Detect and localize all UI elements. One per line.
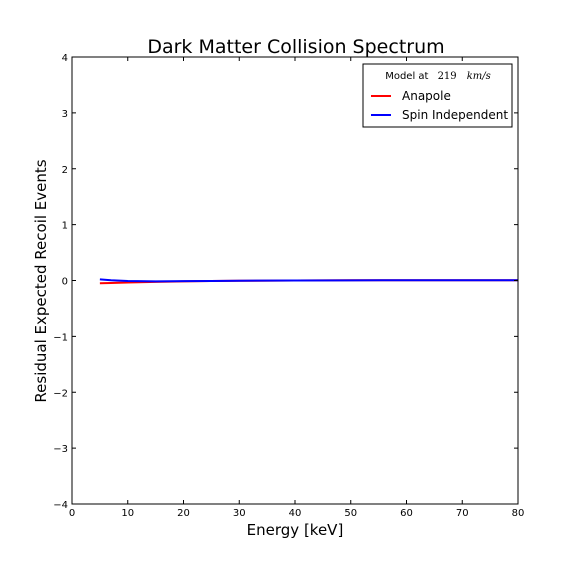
y-tick-label: −3 <box>53 444 68 455</box>
y-tick-label: 4 <box>62 53 68 64</box>
series-layer <box>99 278 518 285</box>
legend-title-unit: km/s <box>467 71 491 82</box>
y-axis-label: Residual Expected Recoil Events <box>32 159 50 402</box>
y-tick-label: 1 <box>62 221 68 232</box>
x-tick-label: 70 <box>456 508 469 519</box>
x-tick-label: 50 <box>344 508 357 519</box>
x-tick-label: 30 <box>233 508 246 519</box>
x-tick-label: 0 <box>69 508 75 519</box>
legend-title-value: 219 <box>438 71 457 82</box>
legend-title: Model at 219 km/s <box>385 64 491 83</box>
legend-label-anapole: Anapole <box>402 89 451 103</box>
series-line-spin-independent <box>99 278 518 283</box>
legend-title-prefix: Model at <box>385 71 428 82</box>
y-tick-label: 3 <box>62 109 68 120</box>
x-tick-label: 40 <box>289 508 302 519</box>
y-tick-label: −4 <box>53 500 68 511</box>
x-tick-label: 80 <box>512 508 525 519</box>
y-tick-label: −2 <box>53 388 68 399</box>
y-tick-label: 2 <box>62 165 68 176</box>
legend: Model at 219 km/s Anapole Spin Independe… <box>362 63 513 128</box>
y-tick-label: 0 <box>62 277 68 288</box>
x-tick-label: 10 <box>121 508 134 519</box>
x-tick-label: 60 <box>400 508 413 519</box>
x-tick-label: 20 <box>177 508 190 519</box>
chart-title: Dark Matter Collision Spectrum <box>147 36 444 58</box>
x-axis-label: Energy [keV] <box>247 521 344 539</box>
legend-label-spin-independent: Spin Independent <box>402 108 508 122</box>
y-tick-label: −1 <box>53 332 68 343</box>
